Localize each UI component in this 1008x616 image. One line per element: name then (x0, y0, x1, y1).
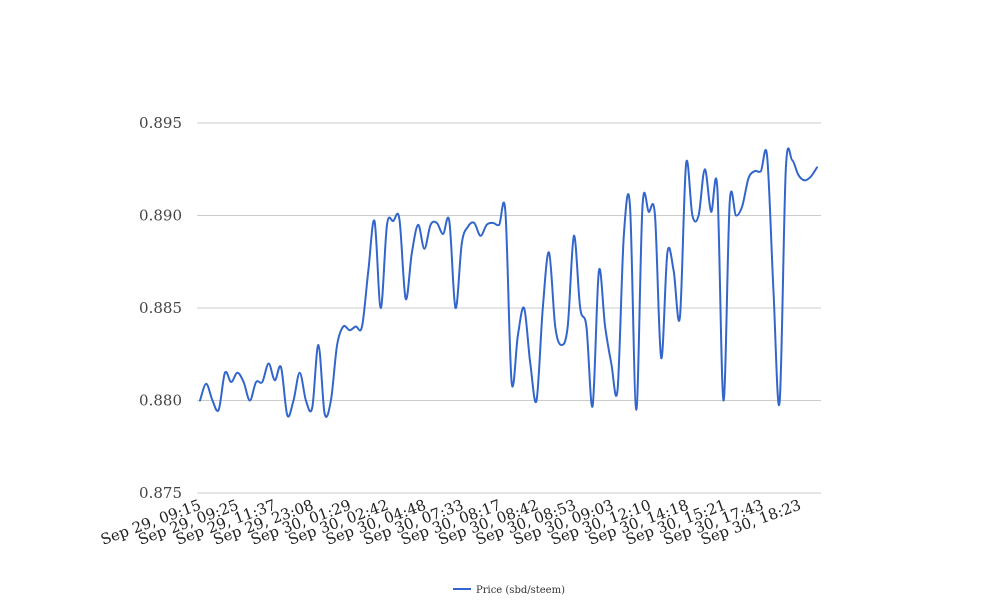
legend[interactable]: Price (sbd/steem) (453, 585, 565, 596)
y-tick-label: 0.880 (139, 392, 182, 410)
y-tick-label: 0.885 (139, 299, 182, 317)
legend-label: Price (sbd/steem) (476, 585, 565, 596)
y-tick-label: 0.895 (139, 114, 182, 132)
y-axis-ticks: 0.875 0.880 0.885 0.890 0.895 (139, 114, 182, 502)
y-tick-label: 0.875 (139, 484, 182, 502)
y-tick-label: 0.890 (139, 207, 182, 225)
series-layer (199, 147, 818, 418)
series-line-price (199, 147, 818, 418)
